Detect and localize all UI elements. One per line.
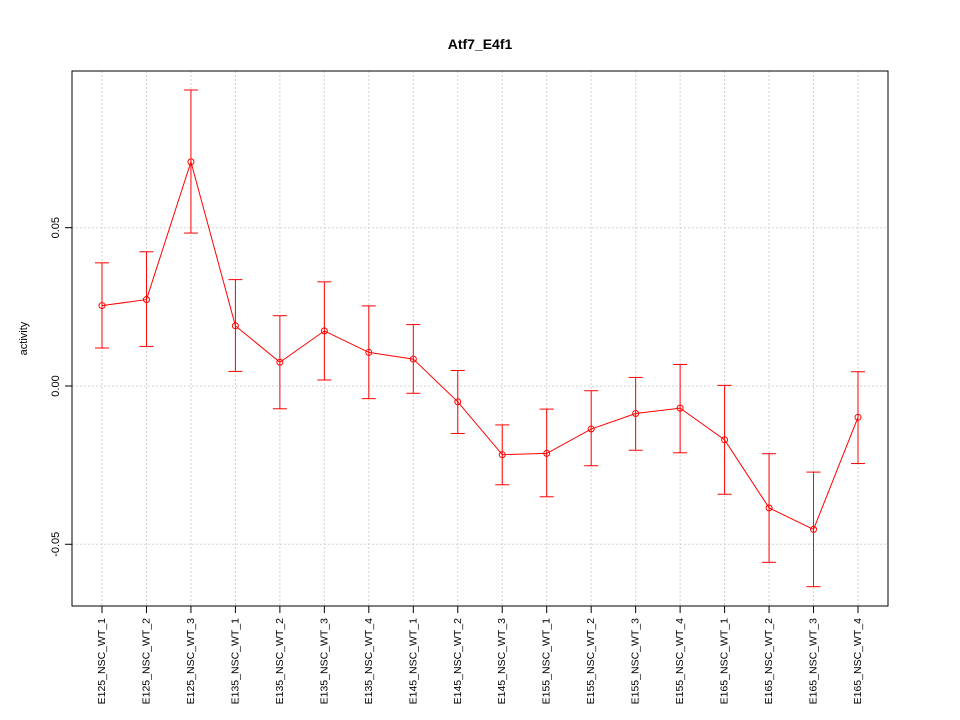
data-point — [187, 158, 195, 166]
y-tick-label: 0.05 — [50, 217, 62, 238]
x-tick-label: E155_NSC_WT_4 — [674, 618, 686, 705]
chart-title: Atf7_E4f1 — [448, 36, 513, 52]
data-point — [320, 327, 328, 335]
data-point — [142, 296, 150, 304]
data-point — [231, 322, 239, 330]
x-tick-label: E165_NSC_WT_2 — [763, 618, 775, 705]
data-point — [98, 302, 106, 310]
data-point — [276, 358, 284, 366]
x-tick-label: E135_NSC_WT_2 — [274, 618, 286, 705]
x-tick-label: E145_NSC_WT_1 — [407, 618, 419, 705]
data-point — [498, 451, 506, 459]
data-point — [409, 355, 417, 363]
data-point — [454, 398, 462, 406]
series-line — [101, 160, 859, 531]
x-axis: E125_NSC_WT_1 E125_NSC_WT_2 E125_NSC_WT_3 E… — [96, 606, 864, 704]
y-tick-label: -0.05 — [50, 532, 62, 557]
data-point — [810, 525, 818, 533]
data-point — [632, 410, 640, 418]
x-tick-label: E135_NSC_WT_4 — [363, 618, 375, 705]
x-tick-label: E155_NSC_WT_2 — [585, 618, 597, 705]
y-axis-label: activity — [18, 321, 30, 355]
data-point — [543, 449, 551, 457]
plot-frame — [71, 70, 889, 607]
data-point — [587, 425, 595, 433]
data-point — [365, 348, 373, 356]
data-point — [676, 404, 684, 412]
x-tick-label: E155_NSC_WT_3 — [630, 618, 642, 705]
x-tick-label: E165_NSC_WT_4 — [852, 618, 864, 705]
x-tick-label: E135_NSC_WT_3 — [318, 618, 330, 705]
x-tick-label: E165_NSC_WT_3 — [808, 618, 820, 705]
x-tick-label: E125_NSC_WT_3 — [185, 618, 197, 705]
data-point — [765, 504, 773, 512]
x-tick-label: E135_NSC_WT_1 — [229, 618, 241, 705]
data-point — [854, 413, 862, 421]
x-tick-label: E145_NSC_WT_2 — [452, 618, 464, 705]
data-point — [721, 436, 729, 444]
x-tick-label: E125_NSC_WT_2 — [140, 618, 152, 705]
x-tick-label: E125_NSC_WT_1 — [96, 618, 108, 705]
y-tick-label: 0.00 — [50, 375, 62, 396]
x-tick-label: E155_NSC_WT_1 — [541, 618, 553, 705]
y-axis: -0.05 0.00 0.05 — [50, 217, 72, 557]
grid — [72, 71, 888, 606]
series-activity — [95, 89, 865, 588]
x-tick-label: E145_NSC_WT_3 — [496, 618, 508, 705]
x-tick-label: E165_NSC_WT_1 — [719, 618, 731, 705]
